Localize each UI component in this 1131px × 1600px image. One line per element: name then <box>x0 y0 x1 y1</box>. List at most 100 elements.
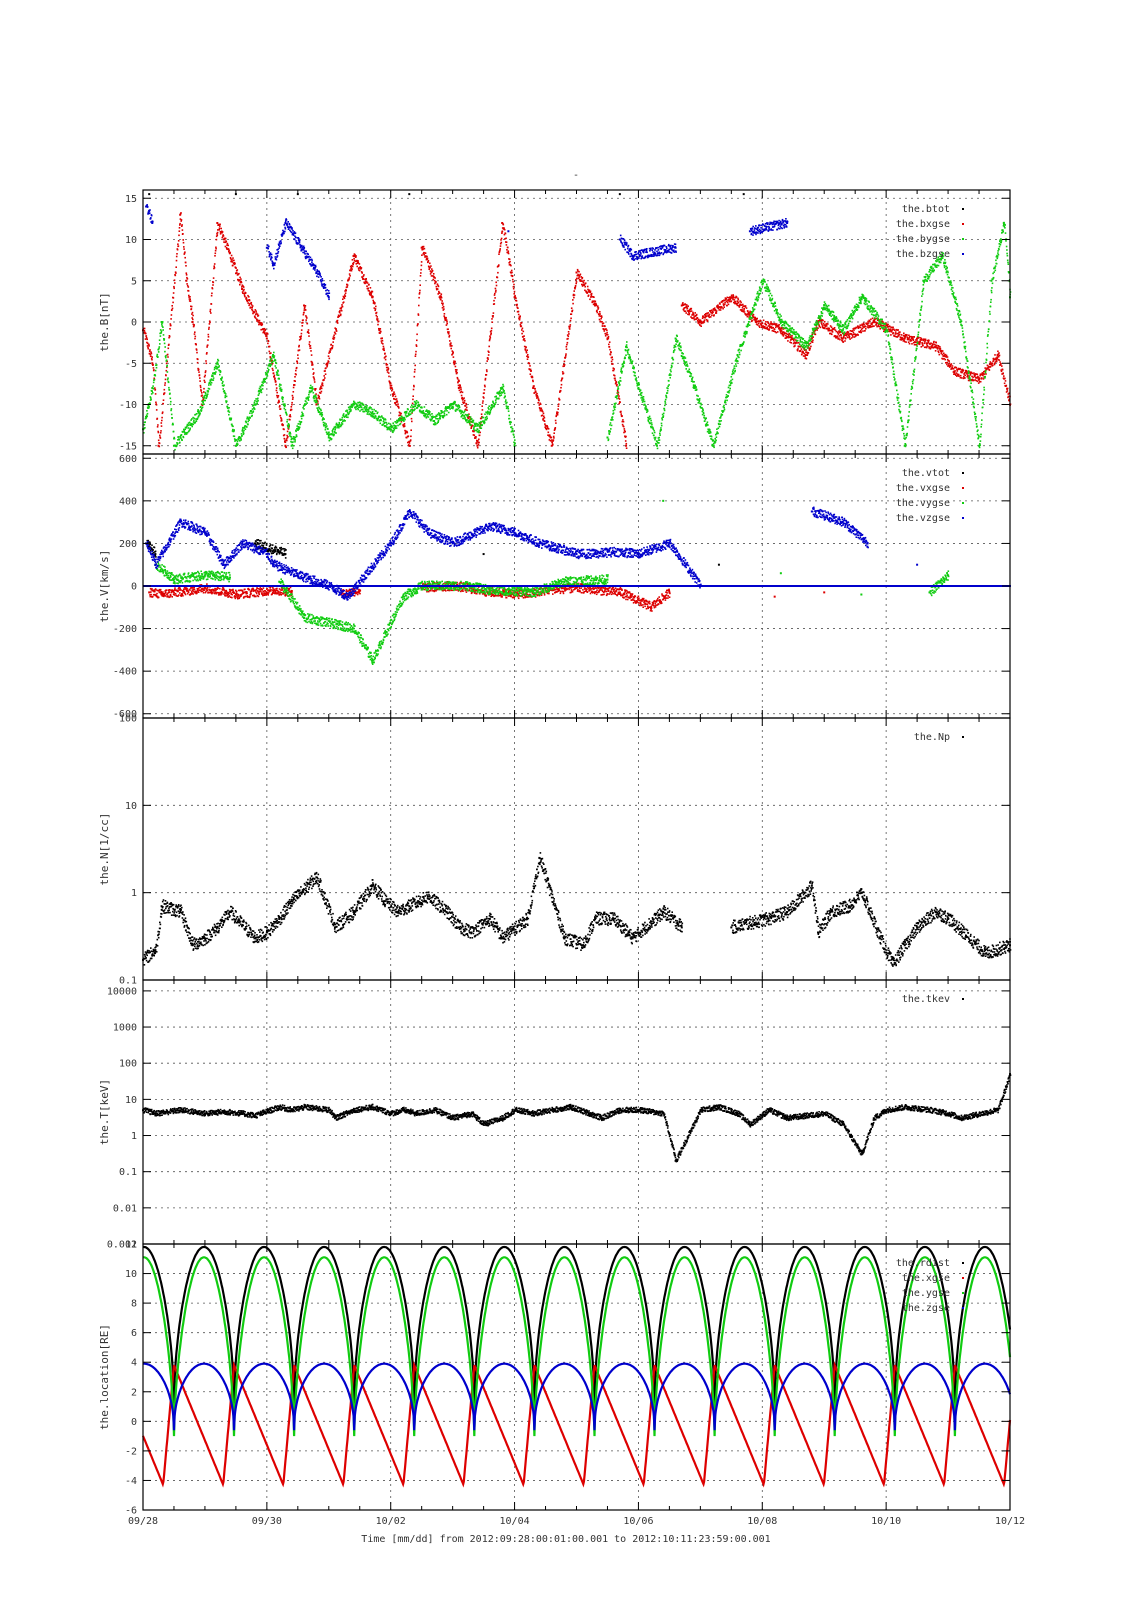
the.bxgse-point <box>685 312 687 314</box>
the.bxgse-point <box>323 379 325 381</box>
the.bygse-point <box>613 412 615 414</box>
the.bxgse-point <box>170 325 172 327</box>
the.bygse-point <box>455 410 457 412</box>
the.bxgse-point <box>214 255 216 257</box>
the.bxgse-point <box>551 442 553 444</box>
the.bygse-point <box>371 409 373 411</box>
the.bygse-point <box>259 388 261 390</box>
the.bxgse-point <box>525 347 527 349</box>
the.bxgse-point <box>208 327 210 329</box>
the.bxgse-point <box>503 228 505 230</box>
the.bxgse-point <box>787 334 789 336</box>
the.bxgse-point <box>180 212 182 214</box>
the.bxgse-point <box>932 345 934 347</box>
the.bxgse-point <box>413 389 415 391</box>
the.bxgse-point <box>387 364 389 366</box>
the.bxgse-point <box>419 292 421 294</box>
the.bxgse-point <box>702 317 704 319</box>
the.bxgse-point <box>388 376 390 378</box>
the.bxgse-point <box>255 310 257 312</box>
the.bxgse-point <box>375 308 377 310</box>
the.bxgse-point <box>205 370 207 372</box>
the.bygse-point <box>764 279 766 281</box>
the.bxgse-point <box>889 326 891 328</box>
the.bxgse-point <box>526 349 528 351</box>
the.bygse-point <box>189 428 191 430</box>
the.bygse-point <box>272 360 274 362</box>
the.bygse-point <box>469 420 471 422</box>
the.bygse-point <box>446 410 448 412</box>
the.bxgse-point <box>849 336 851 338</box>
the.bxgse-point <box>559 399 561 401</box>
the.bxgse-point <box>169 336 171 338</box>
the.bxgse-point <box>450 348 452 350</box>
the.bygse-point <box>669 377 671 379</box>
the.bygse-point <box>758 297 760 299</box>
the.bxgse-point <box>151 362 153 364</box>
the.bxgse-point <box>845 338 847 340</box>
the.bygse-point <box>659 439 661 441</box>
the.bygse-point <box>644 404 646 406</box>
the.bxgse-point <box>510 265 512 267</box>
the.bygse-point <box>799 336 801 338</box>
the.bygse-point <box>619 384 621 386</box>
the.bxgse-point <box>174 279 176 281</box>
the.bxgse-point <box>396 398 398 400</box>
the.bygse-point <box>170 404 172 406</box>
the.bygse-point <box>168 387 170 389</box>
the.bygse-point <box>484 413 486 415</box>
the.bygse-point <box>627 353 629 355</box>
the.bygse-point <box>746 331 748 333</box>
the.bxgse-point <box>696 314 698 316</box>
the.bxgse-point <box>908 341 910 343</box>
the.bxgse-point <box>626 447 628 449</box>
the.bygse-point <box>484 422 486 424</box>
the.bxgse-point <box>826 325 828 327</box>
the.bxgse-point <box>938 352 940 354</box>
the.bygse-point <box>310 385 312 387</box>
the.bygse-point <box>508 410 510 412</box>
the.bxgse-point <box>459 390 461 392</box>
the.bxgse-point <box>542 415 544 417</box>
the.bygse-point <box>733 373 735 375</box>
the.bygse-point <box>692 377 694 379</box>
the.bxgse-point <box>214 263 216 265</box>
the.bxgse-point <box>943 353 945 355</box>
the.bxgse-point <box>565 355 567 357</box>
the.bxgse-point <box>374 310 376 312</box>
the.bxgse-point <box>301 333 303 335</box>
the.bygse-point <box>658 437 660 439</box>
the.bygse-point <box>243 430 245 432</box>
the.bxgse-point <box>381 337 383 339</box>
the.bxgse-point <box>329 351 331 353</box>
the.bxgse-point <box>325 373 327 375</box>
the.bxgse-point <box>720 309 722 311</box>
the.bxgse-point <box>797 350 799 352</box>
the.bxgse-point <box>347 286 349 288</box>
the.bygse-point <box>367 409 369 411</box>
the.bxgse-point <box>714 307 716 309</box>
the.bxgse-point <box>519 319 521 321</box>
the.bxgse-point <box>396 404 398 406</box>
the.bxgse-point <box>308 335 310 337</box>
the.bygse-point <box>395 425 397 427</box>
the.bygse-point <box>321 412 323 414</box>
the.bxgse-point <box>162 403 164 405</box>
the.bxgse-point <box>916 339 918 341</box>
the.bygse-point <box>719 421 721 423</box>
the.bxgse-point <box>472 425 474 427</box>
the.bygse-point <box>246 422 248 424</box>
the.bxgse-point <box>1001 371 1003 373</box>
the.bygse-point <box>249 417 251 419</box>
the.bxgse-point <box>612 363 614 365</box>
the.bygse-point <box>197 418 199 420</box>
the.bxgse-point <box>892 327 894 329</box>
the.bxgse-point <box>170 323 172 325</box>
the.bxgse-point <box>164 384 166 386</box>
the.bxgse-point <box>509 261 511 263</box>
the.bxgse-point <box>538 400 540 402</box>
the.bxgse-point <box>774 329 776 331</box>
the.bxgse-point <box>291 404 293 406</box>
the.bygse-point <box>759 288 761 290</box>
the.bxgse-point <box>412 399 414 401</box>
